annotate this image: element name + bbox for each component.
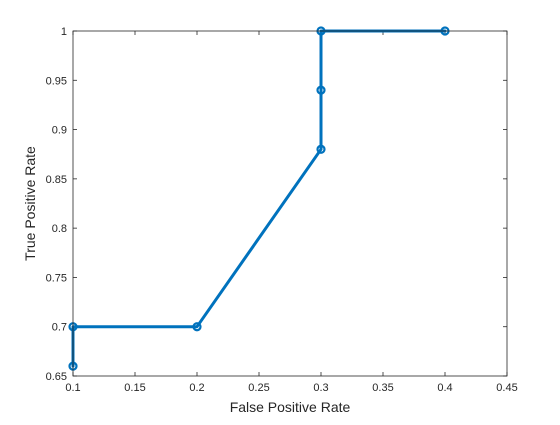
data-point: [316, 85, 326, 95]
y-tick-label: 1: [61, 26, 67, 38]
x-tick-label: 0.4: [437, 382, 452, 394]
y-tick-label: 0.7: [52, 322, 67, 334]
y-tick-label: 0.8: [52, 223, 67, 235]
plot-area: [73, 31, 507, 376]
x-tick-label: 0.35: [372, 382, 393, 394]
data-point: [316, 144, 326, 154]
y-tick-label: 0.9: [52, 125, 67, 137]
x-axis-title: False Positive Rate: [230, 399, 351, 415]
x-axis-ticks: 0.1 0.15 0.2 0.25 0.3 0.35 0.4 0.45: [65, 31, 518, 394]
y-tick-label: 0.85: [46, 174, 67, 186]
data-point: [192, 322, 202, 332]
y-tick-label: 0.95: [46, 75, 67, 87]
y-tick-label: 0.75: [46, 272, 67, 284]
x-tick-label: 0.25: [248, 382, 269, 394]
y-tick-label: 0.65: [46, 371, 67, 383]
y-axis-ticks: 0.65 0.7 0.75 0.8 0.85 0.9 0.95 1: [46, 26, 507, 383]
x-tick-label: 0.3: [313, 382, 328, 394]
x-tick-label: 0.45: [496, 382, 517, 394]
x-tick-label: 0.1: [65, 382, 80, 394]
x-tick-label: 0.2: [189, 382, 204, 394]
plot-frame: [72, 30, 508, 377]
y-axis-title: True Positive Rate: [22, 146, 38, 261]
x-tick-label: 0.15: [124, 382, 145, 394]
